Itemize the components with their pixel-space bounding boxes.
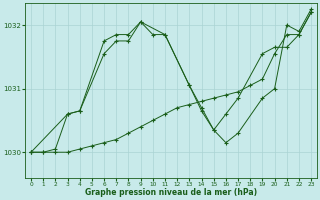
- X-axis label: Graphe pression niveau de la mer (hPa): Graphe pression niveau de la mer (hPa): [85, 188, 257, 197]
